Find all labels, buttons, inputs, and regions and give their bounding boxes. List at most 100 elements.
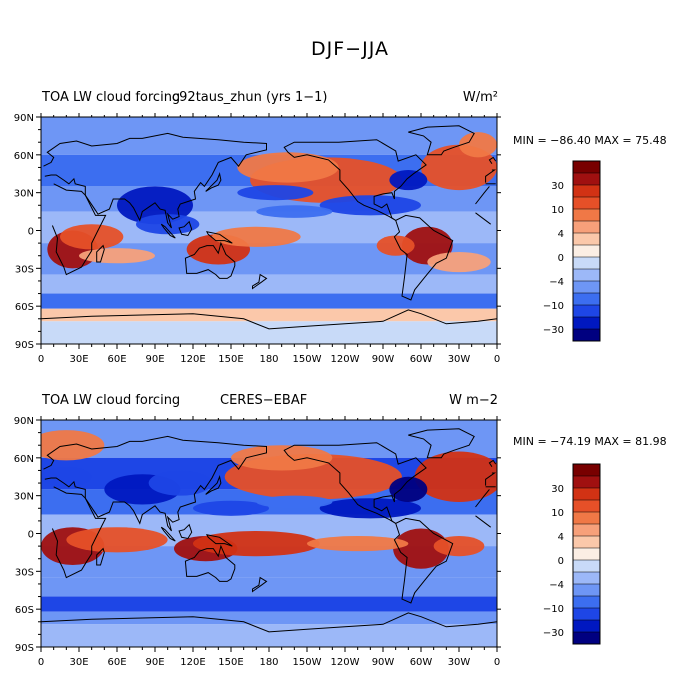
colorbar-swatch <box>573 317 600 330</box>
heatmap-cell <box>389 169 428 191</box>
heatmap-cell <box>193 500 269 516</box>
colorbar-swatch <box>573 233 600 246</box>
panel-title-left: TOA LW cloud forcing <box>42 393 181 408</box>
x-tick-label: 120W <box>331 657 360 668</box>
map-svg: 0 30E 60E 90E 120E 150E 180 150W 120W 90W 60W 30W 09… <box>14 113 601 365</box>
coastline-greenland <box>408 428 475 459</box>
panel-units: W m−2 <box>449 393 498 408</box>
heatmap-cell <box>230 445 333 471</box>
x-tick-label: 60E <box>107 354 126 365</box>
y-tick-label: 90S <box>15 643 34 654</box>
colorbar-swatch <box>573 185 600 198</box>
x-tick-label: 120W <box>331 354 360 365</box>
x-tick-label: 30E <box>69 657 88 668</box>
heatmap-cell <box>41 611 497 625</box>
coastline-southAm <box>393 517 454 604</box>
colorbar-frame <box>572 160 601 342</box>
coastline-madagascar <box>96 547 105 566</box>
x-tick-label: 0 <box>38 354 44 365</box>
colorbar-swatch <box>573 596 600 609</box>
colorbar-swatch <box>573 305 600 318</box>
coastline-nz <box>252 576 268 593</box>
x-tick-label: 90W <box>372 657 395 668</box>
coastline-northAm <box>283 139 427 221</box>
colorbar-swatch <box>573 476 600 489</box>
x-tick-label: 120E <box>180 354 205 365</box>
x-tick-label: 180 <box>259 657 278 668</box>
coastline-antarctica <box>41 309 497 344</box>
colorbar-swatch <box>573 608 600 621</box>
observation-panel: TOA LW cloud forcing CERES−EBAF W m−2 MI… <box>0 389 700 679</box>
map-svg: 0 30E 60E 90E 120E 150E 180 150W 120W 90W 60W 30W 09… <box>14 416 601 668</box>
y-tick-label: 30S <box>15 264 34 275</box>
coastline-africa <box>475 515 491 528</box>
colorbar-swatch <box>573 548 600 561</box>
colorbar-swatch <box>573 257 600 270</box>
x-tick-label: 90W <box>372 354 395 365</box>
colorbar-swatch <box>573 269 600 282</box>
y-tick-label: 90S <box>15 340 34 351</box>
y-tick-label: 30S <box>15 567 34 578</box>
colorbar-swatch <box>573 173 600 186</box>
colorbar-swatch <box>573 329 600 342</box>
x-tick-label: 150E <box>218 354 243 365</box>
heatmap-field <box>41 420 497 647</box>
colorbar-label: −30 <box>543 325 564 336</box>
heatmap-cell <box>256 495 333 509</box>
coastline-madagascar <box>96 244 105 263</box>
heatmap-cell <box>256 205 333 218</box>
y-tick-label: 90N <box>14 416 34 427</box>
x-tick-label: 0 <box>494 657 500 668</box>
heatmap-cell <box>41 624 497 647</box>
coastline-sumatra <box>160 223 176 239</box>
y-tick-label: 30N <box>14 492 34 503</box>
heatmap-cell <box>237 185 314 201</box>
colorbar-swatch <box>573 161 600 174</box>
x-tick-label: 60W <box>410 354 433 365</box>
min-max-label: MIN = −86.40 MAX = 75.48 <box>513 134 667 147</box>
heatmap-cell <box>459 132 497 158</box>
y-tick-label: 60N <box>14 151 34 162</box>
heatmap-cell <box>41 596 497 612</box>
coastline-australia <box>184 241 236 279</box>
panel-units: W/m² <box>462 90 498 105</box>
colorbar-swatch <box>573 584 600 597</box>
x-tick-label: 60E <box>107 657 126 668</box>
coastline-africa <box>475 212 491 225</box>
x-tick-label: 30E <box>69 354 88 365</box>
colorbar-swatch <box>573 209 600 222</box>
colorbar-label: −10 <box>543 301 564 312</box>
x-tick-label: 30W <box>448 657 471 668</box>
x-tick-label: 90E <box>145 354 164 365</box>
heatmap-cell <box>376 235 415 256</box>
colorbar-swatch <box>573 632 600 645</box>
colorbar-swatch <box>573 245 600 258</box>
x-tick-label: 0 <box>494 354 500 365</box>
coastline-nz <box>252 273 268 290</box>
panel-title-center: c92taus_zhun (yrs 1−1) <box>172 90 328 105</box>
colorbar-swatch <box>573 464 600 477</box>
x-tick-label: 150W <box>293 354 322 365</box>
heatmap-cell <box>79 248 155 264</box>
coastline-eurasia <box>43 132 267 229</box>
heatmap-cell <box>414 451 497 502</box>
x-tick-label: 60W <box>410 657 433 668</box>
colorbar-label: −10 <box>543 604 564 615</box>
coastline-japan <box>205 475 222 495</box>
panel-title-left: TOA LW cloud forcing <box>42 90 181 105</box>
heatmap-cell <box>60 224 124 250</box>
heatmap-cell <box>136 214 200 235</box>
panel-title-center: CERES−EBAF <box>220 393 308 408</box>
heatmap-field <box>41 117 497 344</box>
coastline-africa <box>475 186 490 205</box>
colorbar-label: 30 <box>551 484 564 495</box>
heatmap-cell <box>41 321 497 344</box>
x-tick-label: 180 <box>259 354 278 365</box>
coastline-borneo <box>178 523 193 540</box>
heatmap-cell <box>41 274 497 294</box>
colorbar-swatch <box>573 197 600 210</box>
x-tick-label: 90E <box>145 657 164 668</box>
heatmap-cell <box>193 530 320 557</box>
heatmap-cell <box>148 470 212 496</box>
colorbar-swatch <box>573 293 600 306</box>
